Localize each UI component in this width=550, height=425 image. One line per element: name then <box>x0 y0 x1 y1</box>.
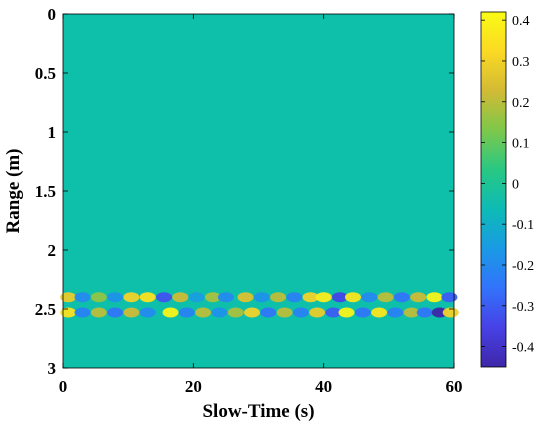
band-0-event-5 <box>139 292 156 303</box>
band-0-event-21 <box>393 292 410 303</box>
signal-bands <box>60 292 459 318</box>
band-0-event-3 <box>107 292 124 303</box>
band-1-event-21 <box>403 307 420 318</box>
band-1-event-8 <box>195 307 212 318</box>
band-1-event-3 <box>107 307 124 318</box>
band-0-event-14 <box>286 292 303 303</box>
band-1-event-20 <box>387 307 404 318</box>
band-1-event-11 <box>244 307 260 318</box>
band-0-event-23 <box>426 292 443 303</box>
band-0-event-17 <box>332 292 348 303</box>
band-0-event-7 <box>172 292 189 303</box>
band-0-event-8 <box>188 292 205 303</box>
band-1-event-6 <box>162 307 179 318</box>
colorbar-tick-label: -0.1 <box>512 218 534 233</box>
colorbar-tick-label: -0.4 <box>512 341 534 356</box>
colorbar-tick-label: 0.3 <box>512 55 530 70</box>
band-0-event-19 <box>361 292 378 303</box>
band-0-event-6 <box>156 292 172 303</box>
band-0-event-1 <box>74 292 91 303</box>
x-tick-label: 20 <box>185 377 202 396</box>
band-1-event-13 <box>276 307 293 318</box>
y-tick-label: 0 <box>48 5 57 24</box>
band-1-event-23 <box>431 307 448 318</box>
x-axis-label: Slow-Time (s) <box>202 401 314 422</box>
x-axis-ticks: 0 20 40 60 <box>59 14 463 396</box>
band-1-event-0 <box>60 307 77 318</box>
band-1-event-2 <box>90 307 107 318</box>
colorbar-tick-label: 0 <box>512 177 519 192</box>
band-1-event-7 <box>178 307 195 318</box>
x-tick-label: 40 <box>315 377 332 396</box>
colorbar-tick-label: 0.2 <box>512 96 530 111</box>
band-0-event-12 <box>253 292 270 303</box>
band-1-event-15 <box>309 307 326 318</box>
y-tick-label: 2 <box>48 241 57 260</box>
x-tick-label: 60 <box>446 377 463 396</box>
band-1-event-24 <box>442 307 459 318</box>
band-1-event-12 <box>260 307 277 318</box>
band-0-event-16 <box>315 292 332 303</box>
band-1-event-10 <box>227 307 244 318</box>
colorbar-tick-label: 0.1 <box>512 137 530 152</box>
band-0-event-13 <box>270 292 287 303</box>
x-tick-label: 0 <box>59 377 68 396</box>
band-1-event-19 <box>371 307 388 318</box>
y-tick-label: 0.5 <box>35 64 56 83</box>
colorbar-tick-label: 0.4 <box>512 14 530 29</box>
y-tick-label: 3 <box>48 359 57 378</box>
y-tick-label: 2.5 <box>35 300 56 319</box>
band-1-event-17 <box>338 307 355 318</box>
band-1-event-5 <box>139 307 156 318</box>
y-tick-label: 1.5 <box>35 182 56 201</box>
band-1-event-22 <box>416 307 433 318</box>
colorbar-tick-label: -0.2 <box>512 259 534 274</box>
y-axis-label: Range (m) <box>3 149 24 234</box>
band-1-event-9 <box>211 307 228 318</box>
band-0-event-2 <box>90 292 107 303</box>
colorbar <box>480 11 507 368</box>
band-1-event-14 <box>292 307 309 318</box>
band-0-event-10 <box>217 292 234 303</box>
band-1-event-18 <box>354 307 371 318</box>
colorbar-ticks: 0.4 0.3 0.2 0.1 0 -0.1 -0.2 -0.3 -0.4 <box>481 14 534 356</box>
band-0-event-18 <box>345 292 361 303</box>
y-tick-label: 1 <box>48 123 57 142</box>
y-axis-ticks: 0 0.5 1 1.5 2 2.5 3 <box>35 5 454 378</box>
band-0-event-15 <box>302 292 319 303</box>
band-0-event-24 <box>441 292 458 303</box>
band-0-event-4 <box>123 292 140 303</box>
band-1-event-4 <box>123 307 140 318</box>
band-1-event-1 <box>74 307 91 318</box>
band-1-event-16 <box>325 307 342 318</box>
band-0-event-11 <box>237 292 254 303</box>
band-0-event-9 <box>204 292 221 303</box>
colorbar-tick-label: -0.3 <box>512 300 534 315</box>
band-0-event-0 <box>60 292 77 303</box>
band-0-event-22 <box>410 292 427 303</box>
band-0-event-20 <box>377 292 394 303</box>
